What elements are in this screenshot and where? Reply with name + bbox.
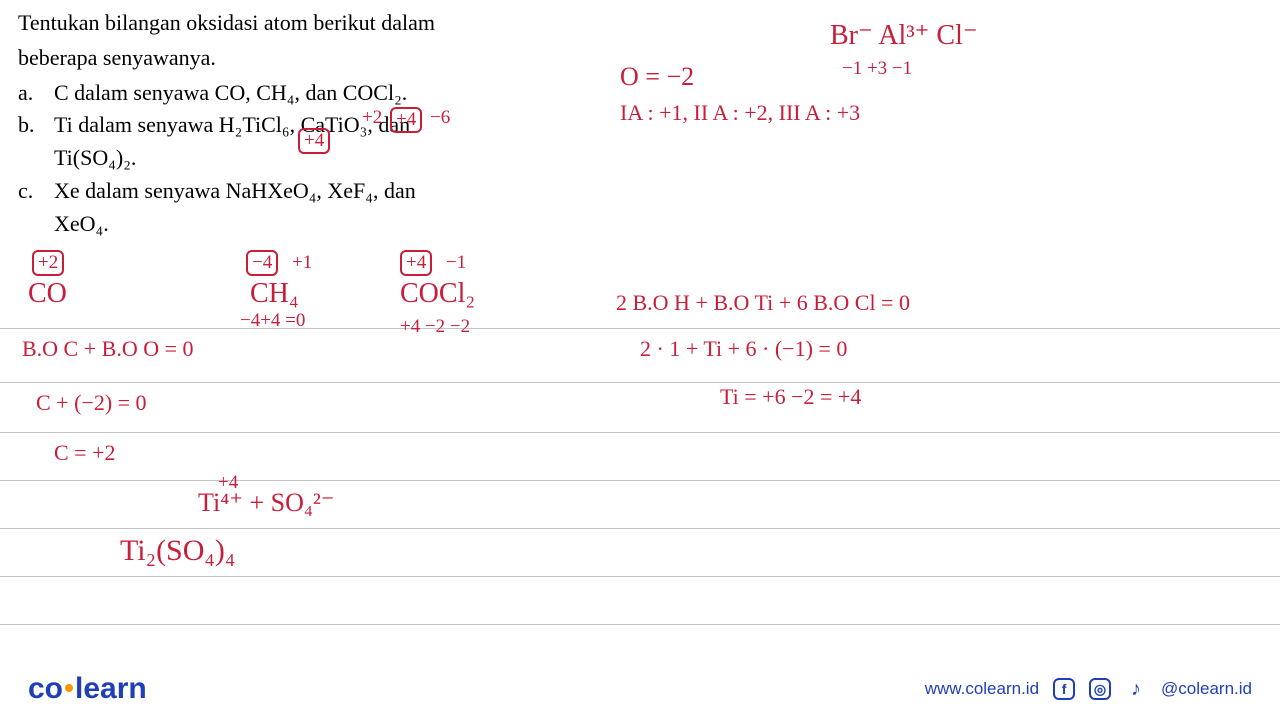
footer-url: www.colearn.id (925, 679, 1039, 699)
hand-co-box: +2 (32, 250, 64, 276)
hand-eq-boc: B.O C + B.O O = 0 (22, 336, 194, 361)
instagram-icon: ◎ (1089, 678, 1111, 700)
rule-line (0, 624, 1280, 625)
hand-eq-c2: C = +2 (54, 440, 116, 465)
hand-cocl2-minus: −1 (446, 252, 466, 274)
question-b-line2: Ti(SO₄)₂. (18, 143, 1262, 174)
hand-eq-c1: C + (−2) = 0 (36, 390, 147, 415)
rule-line (0, 382, 1280, 383)
tiktok-icon: ♪ (1125, 678, 1147, 700)
hand-ti-formula: Ti₂(SO₄)₄ (120, 534, 235, 569)
hand-b-anno1: +4 (298, 128, 330, 154)
text-c1: Xe dalam senyawa NaHXeO₄, XeF₄, dan (54, 178, 416, 203)
hand-ch4: CH₄ (250, 278, 299, 310)
question-header-line1: Tentukan bilangan oksidasi atom berikut … (18, 8, 1262, 39)
facebook-icon: f (1053, 678, 1075, 700)
rule-line (0, 432, 1280, 433)
hand-o-eq: O = −2 (620, 62, 694, 92)
hand-ti-line: Ti⁴⁺ + SO₄²⁻ (198, 488, 334, 518)
hand-ch4-box: −4 (246, 250, 278, 276)
hand-cocl2-box: +4 (400, 250, 432, 276)
rule-line (0, 576, 1280, 577)
footer-handle: @colearn.id (1161, 679, 1252, 699)
hand-ions-values: −1 +3 −1 (842, 58, 912, 80)
rule-line (0, 480, 1280, 481)
text-b1: Ti dalam senyawa H₂TiCl₆, CaTiO₃, dan (54, 112, 410, 137)
text-a: C dalam senyawa CO, CH₄, dan COCl₂. (54, 80, 407, 105)
question-c-line1: c.Xe dalam senyawa NaHXeO₄, XeF₄, dan (18, 176, 1262, 207)
rule-line (0, 328, 1280, 329)
hand-group-line: IA : +1, II A : +2, III A : +3 (620, 100, 860, 125)
label-c: c. (18, 176, 54, 207)
rule-line (0, 528, 1280, 529)
hand-b-anno2: +2 (362, 107, 382, 129)
hand-b-anno4: −6 (430, 107, 450, 129)
label-b: b. (18, 110, 54, 141)
hand-rhs1: 2 B.O H + B.O Ti + 6 B.O Cl = 0 (616, 290, 910, 315)
hand-ions: Br⁻ Al³⁺ Cl⁻ (830, 20, 978, 52)
hand-b-anno3: +4 (390, 107, 422, 133)
brand-logo: colearn (28, 672, 147, 706)
logo-co: co (28, 672, 63, 705)
logo-learn: learn (75, 672, 147, 705)
hand-rhs2: 2 · 1 + Ti + 6 · (−1) = 0 (640, 336, 847, 361)
footer-right: www.colearn.id f ◎ ♪ @colearn.id (925, 678, 1252, 700)
label-a: a. (18, 78, 54, 109)
footer: colearn www.colearn.id f ◎ ♪ @colearn.id (0, 672, 1280, 706)
hand-ch4-plus: +1 (292, 252, 312, 274)
question-c-line2: XeO₄. (18, 209, 1262, 240)
hand-rhs3: Ti = +6 −2 = +4 (720, 384, 861, 409)
hand-ch4-sum: −4+4 =0 (240, 310, 305, 332)
logo-dot-icon (65, 684, 73, 692)
hand-cocl2-calc: +4 −2 −2 (400, 316, 470, 338)
hand-co: CO (28, 278, 67, 310)
hand-cocl2: COCl₂ (400, 278, 475, 310)
